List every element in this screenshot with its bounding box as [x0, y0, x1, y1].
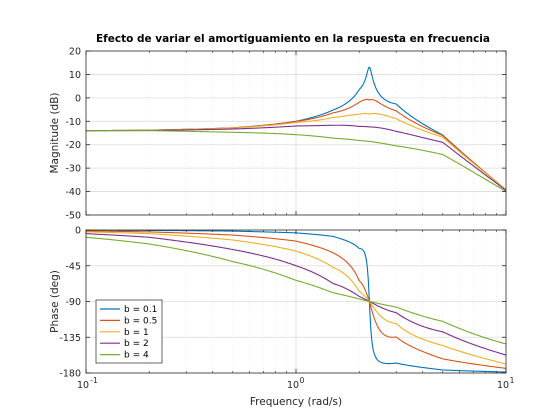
x-tick-label: 10 [497, 380, 509, 391]
legend-label: b = 2 [124, 339, 149, 349]
x-tick-exponent: -1 [90, 376, 98, 385]
legend-label: b = 0.5 [124, 316, 157, 326]
y-tick-label: 20 [69, 47, 81, 58]
x-tick-label: 10 [287, 380, 299, 391]
legend-label: b = 1 [124, 328, 149, 338]
chart-title: Efecto de variar el amortiguamiento en l… [96, 33, 490, 45]
grid [86, 51, 506, 215]
series-line-b-0-5 [86, 230, 506, 369]
x-tick-exponent: 0 [300, 376, 305, 385]
x-tick-exponent: 1 [510, 376, 515, 385]
y-axis-label: Phase (deg) [49, 270, 61, 333]
magnitude-panel: 20 10 0 -10 -20 -30 -40 -50 Magnitude (dB) [49, 47, 507, 222]
y-tick-label: 0 [75, 226, 81, 237]
y-tick-label: -90 [65, 297, 81, 308]
x-tick-label: 10 [77, 380, 89, 391]
y-tick-label: -180 [59, 369, 81, 380]
y-tick-label: -135 [59, 333, 81, 344]
y-tick-label: -10 [65, 117, 81, 128]
series-line-b-1 [86, 231, 506, 365]
legend-label: b = 4 [124, 351, 149, 361]
legend: b = 0.1b = 0.5 b = 1b = 2 b = 4 [95, 299, 163, 364]
y-tick-label: -20 [65, 140, 81, 151]
y-tick-label: 0 [75, 93, 81, 104]
plot-lines [86, 66, 506, 193]
y-tick-label: 10 [69, 70, 81, 81]
series-line-b-4 [86, 130, 506, 193]
legend-label: b = 0.1 [124, 305, 157, 315]
y-tick-label: -45 [65, 261, 81, 272]
y-tick-label: -30 [65, 164, 81, 175]
series-line-b-4 [86, 236, 506, 345]
y-tick-label: -40 [65, 187, 81, 198]
series-line-b-2 [86, 233, 506, 356]
x-axis-label: Frequency (rad/s) [250, 396, 342, 408]
y-tick-label: -50 [65, 211, 81, 222]
y-axis-label: Magnitude (dB) [49, 92, 61, 173]
